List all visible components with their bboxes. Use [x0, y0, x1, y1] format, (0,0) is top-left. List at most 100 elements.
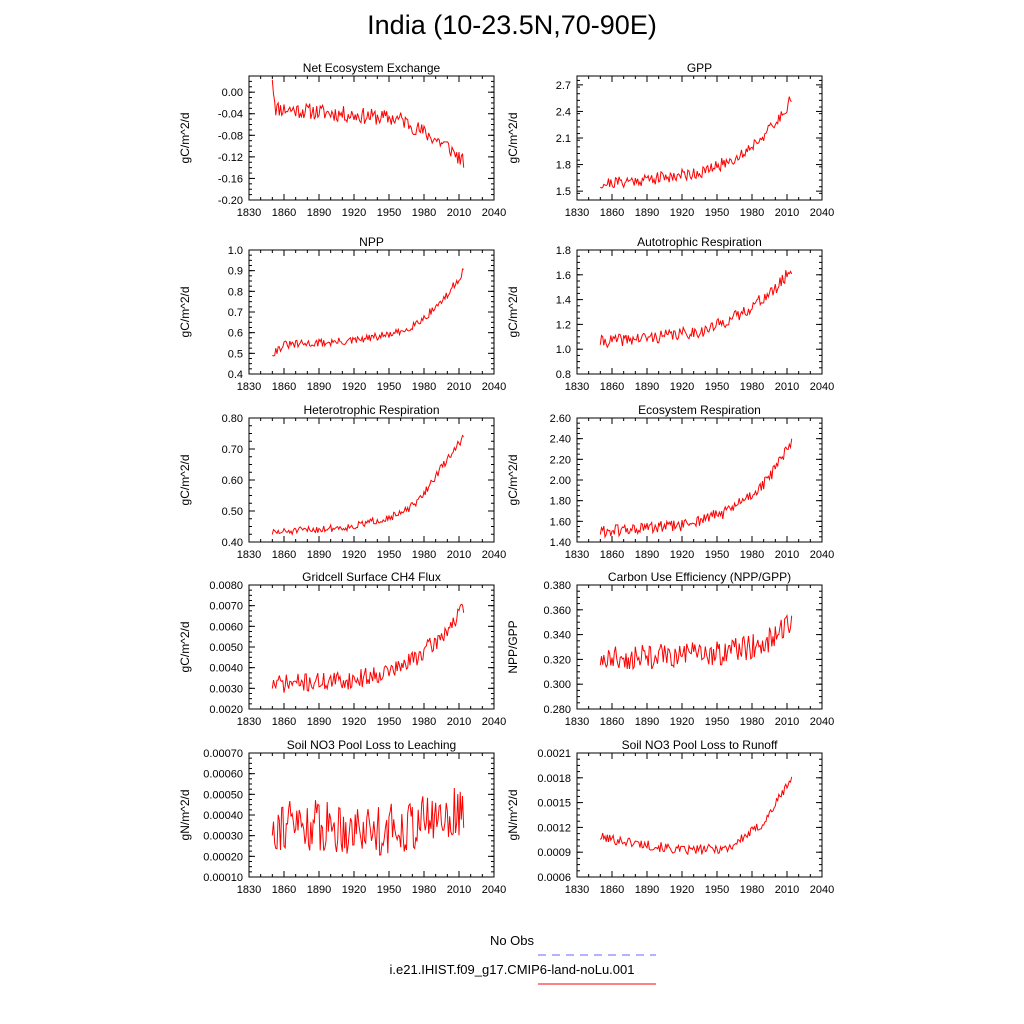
y-tick-label: 2.40 [550, 434, 571, 446]
y-tick-label: 0.00010 [203, 872, 243, 884]
y-tick-label: 0.0006 [537, 872, 571, 884]
x-tick-label: 1860 [600, 381, 624, 393]
x-tick-label: 1920 [342, 716, 366, 728]
chart-panel: GPP gC/m^2/d 1830 1860 1890 1920 1950 1980 2010 2… [506, 61, 834, 219]
page-title: India (10-23.5N,70-90E) [367, 10, 657, 40]
plot-frame [248, 249, 495, 375]
y-tick-label: 0.00040 [203, 810, 243, 822]
x-tick-label: 1920 [342, 207, 366, 219]
y-tick-label: 0.0060 [209, 621, 243, 633]
x-tick-label: 1890 [635, 884, 659, 896]
x-tick-label: 1920 [342, 549, 366, 561]
x-tick-label: 2010 [775, 884, 799, 896]
y-axis-label: gN/m^2/d [178, 790, 192, 841]
chart-panel: Carbon Use Efficiency (NPP/GPP) NPP/GPP 18… [506, 570, 834, 728]
chart-title: GPP [687, 61, 712, 75]
x-tick-label: 1830 [565, 549, 589, 561]
chart-title: Carbon Use Efficiency (NPP/GPP) [608, 570, 791, 584]
y-tick-label: 0.0080 [209, 580, 243, 592]
y-tick-label: 0.8 [228, 286, 243, 298]
chart-title: Ecosystem Respiration [638, 403, 761, 417]
y-axis-label: gC/m^2/d [178, 622, 192, 673]
plot-frame [576, 75, 823, 201]
y-tick-label: -0.16 [218, 173, 243, 185]
y-tick-label: 1.8 [556, 245, 571, 257]
x-tick-label: 1890 [307, 381, 331, 393]
y-tick-label: 2.7 [556, 80, 571, 92]
y-tick-label: 0.8 [556, 369, 571, 381]
plot-frame [576, 752, 823, 878]
y-tick-label: 1.40 [550, 537, 571, 549]
x-tick-label: 1980 [412, 381, 436, 393]
x-tick-label: 1920 [670, 716, 694, 728]
y-tick-label: 0.00030 [203, 831, 243, 843]
y-tick-label: 1.2 [556, 319, 571, 331]
y-axis-label: gC/m^2/d [178, 455, 192, 506]
y-tick-label: 0.00 [222, 87, 243, 99]
x-tick-label: 1860 [272, 884, 296, 896]
series-line [271, 79, 465, 168]
y-tick-label: 0.7 [228, 307, 243, 319]
y-tick-label: 0.40 [222, 537, 243, 549]
x-tick-label: 2040 [810, 381, 834, 393]
y-tick-label: 2.4 [556, 106, 571, 118]
y-tick-label: 0.4 [228, 369, 243, 381]
y-tick-label: 0.60 [222, 475, 243, 487]
x-tick-label: 2010 [775, 716, 799, 728]
y-axis-label: gC/m^2/d [506, 287, 520, 338]
y-tick-label: 0.0012 [537, 822, 571, 834]
legend-label-obs: No Obs [489, 933, 535, 948]
y-tick-label: 1.4 [556, 295, 571, 307]
y-tick-label: 0.0009 [537, 847, 571, 859]
x-tick-label: 1980 [740, 381, 764, 393]
x-tick-label: 2040 [482, 716, 506, 728]
x-tick-label: 1890 [635, 716, 659, 728]
y-tick-label: 0.00070 [203, 748, 243, 760]
x-tick-label: 2010 [775, 207, 799, 219]
x-tick-label: 2010 [447, 884, 471, 896]
y-tick-label: 0.70 [222, 444, 243, 456]
x-tick-label: 1830 [237, 549, 261, 561]
x-tick-label: 1860 [600, 549, 624, 561]
x-tick-label: 1980 [412, 884, 436, 896]
y-tick-label: 2.20 [550, 454, 571, 466]
x-tick-label: 1950 [705, 549, 729, 561]
y-tick-label: 0.9 [228, 266, 243, 278]
y-tick-label: 0.00020 [203, 851, 243, 863]
x-tick-label: 1920 [342, 884, 366, 896]
y-tick-label: -0.12 [218, 152, 243, 164]
y-tick-label: 0.6 [228, 328, 243, 340]
x-tick-label: 2010 [775, 549, 799, 561]
series-line [599, 776, 793, 856]
y-axis-label: gC/m^2/d [506, 113, 520, 164]
x-tick-label: 1830 [237, 884, 261, 896]
x-tick-label: 2010 [447, 207, 471, 219]
x-tick-label: 1980 [740, 716, 764, 728]
plot-frame [248, 75, 495, 201]
y-tick-label: 0.0070 [209, 601, 243, 613]
y-axis-label: gC/m^2/d [178, 113, 192, 164]
x-tick-label: 2040 [482, 549, 506, 561]
x-tick-label: 2010 [447, 549, 471, 561]
y-tick-label: 0.80 [222, 413, 243, 425]
x-tick-label: 2010 [775, 381, 799, 393]
y-tick-label: 0.0015 [537, 798, 571, 810]
x-tick-label: 1860 [600, 716, 624, 728]
y-tick-label: -0.04 [218, 109, 243, 121]
legend-line-model [538, 983, 656, 985]
y-tick-label: 0.300 [543, 679, 571, 691]
y-tick-label: 1.60 [550, 516, 571, 528]
chart-title: NPP [359, 235, 384, 249]
chart-panel: Net Ecosystem Exchange gC/m^2/d 1830 1860 18… [178, 61, 506, 219]
series-line [271, 603, 465, 693]
x-tick-label: 1920 [670, 381, 694, 393]
y-tick-label: 2.1 [556, 133, 571, 145]
x-tick-label: 1980 [740, 549, 764, 561]
plot-frame [576, 249, 823, 375]
series-line [599, 438, 793, 539]
y-axis-label: gC/m^2/d [506, 455, 520, 506]
series-line [271, 787, 465, 856]
y-tick-label: 1.6 [556, 270, 571, 282]
x-tick-label: 1890 [635, 207, 659, 219]
x-tick-label: 1890 [307, 716, 331, 728]
